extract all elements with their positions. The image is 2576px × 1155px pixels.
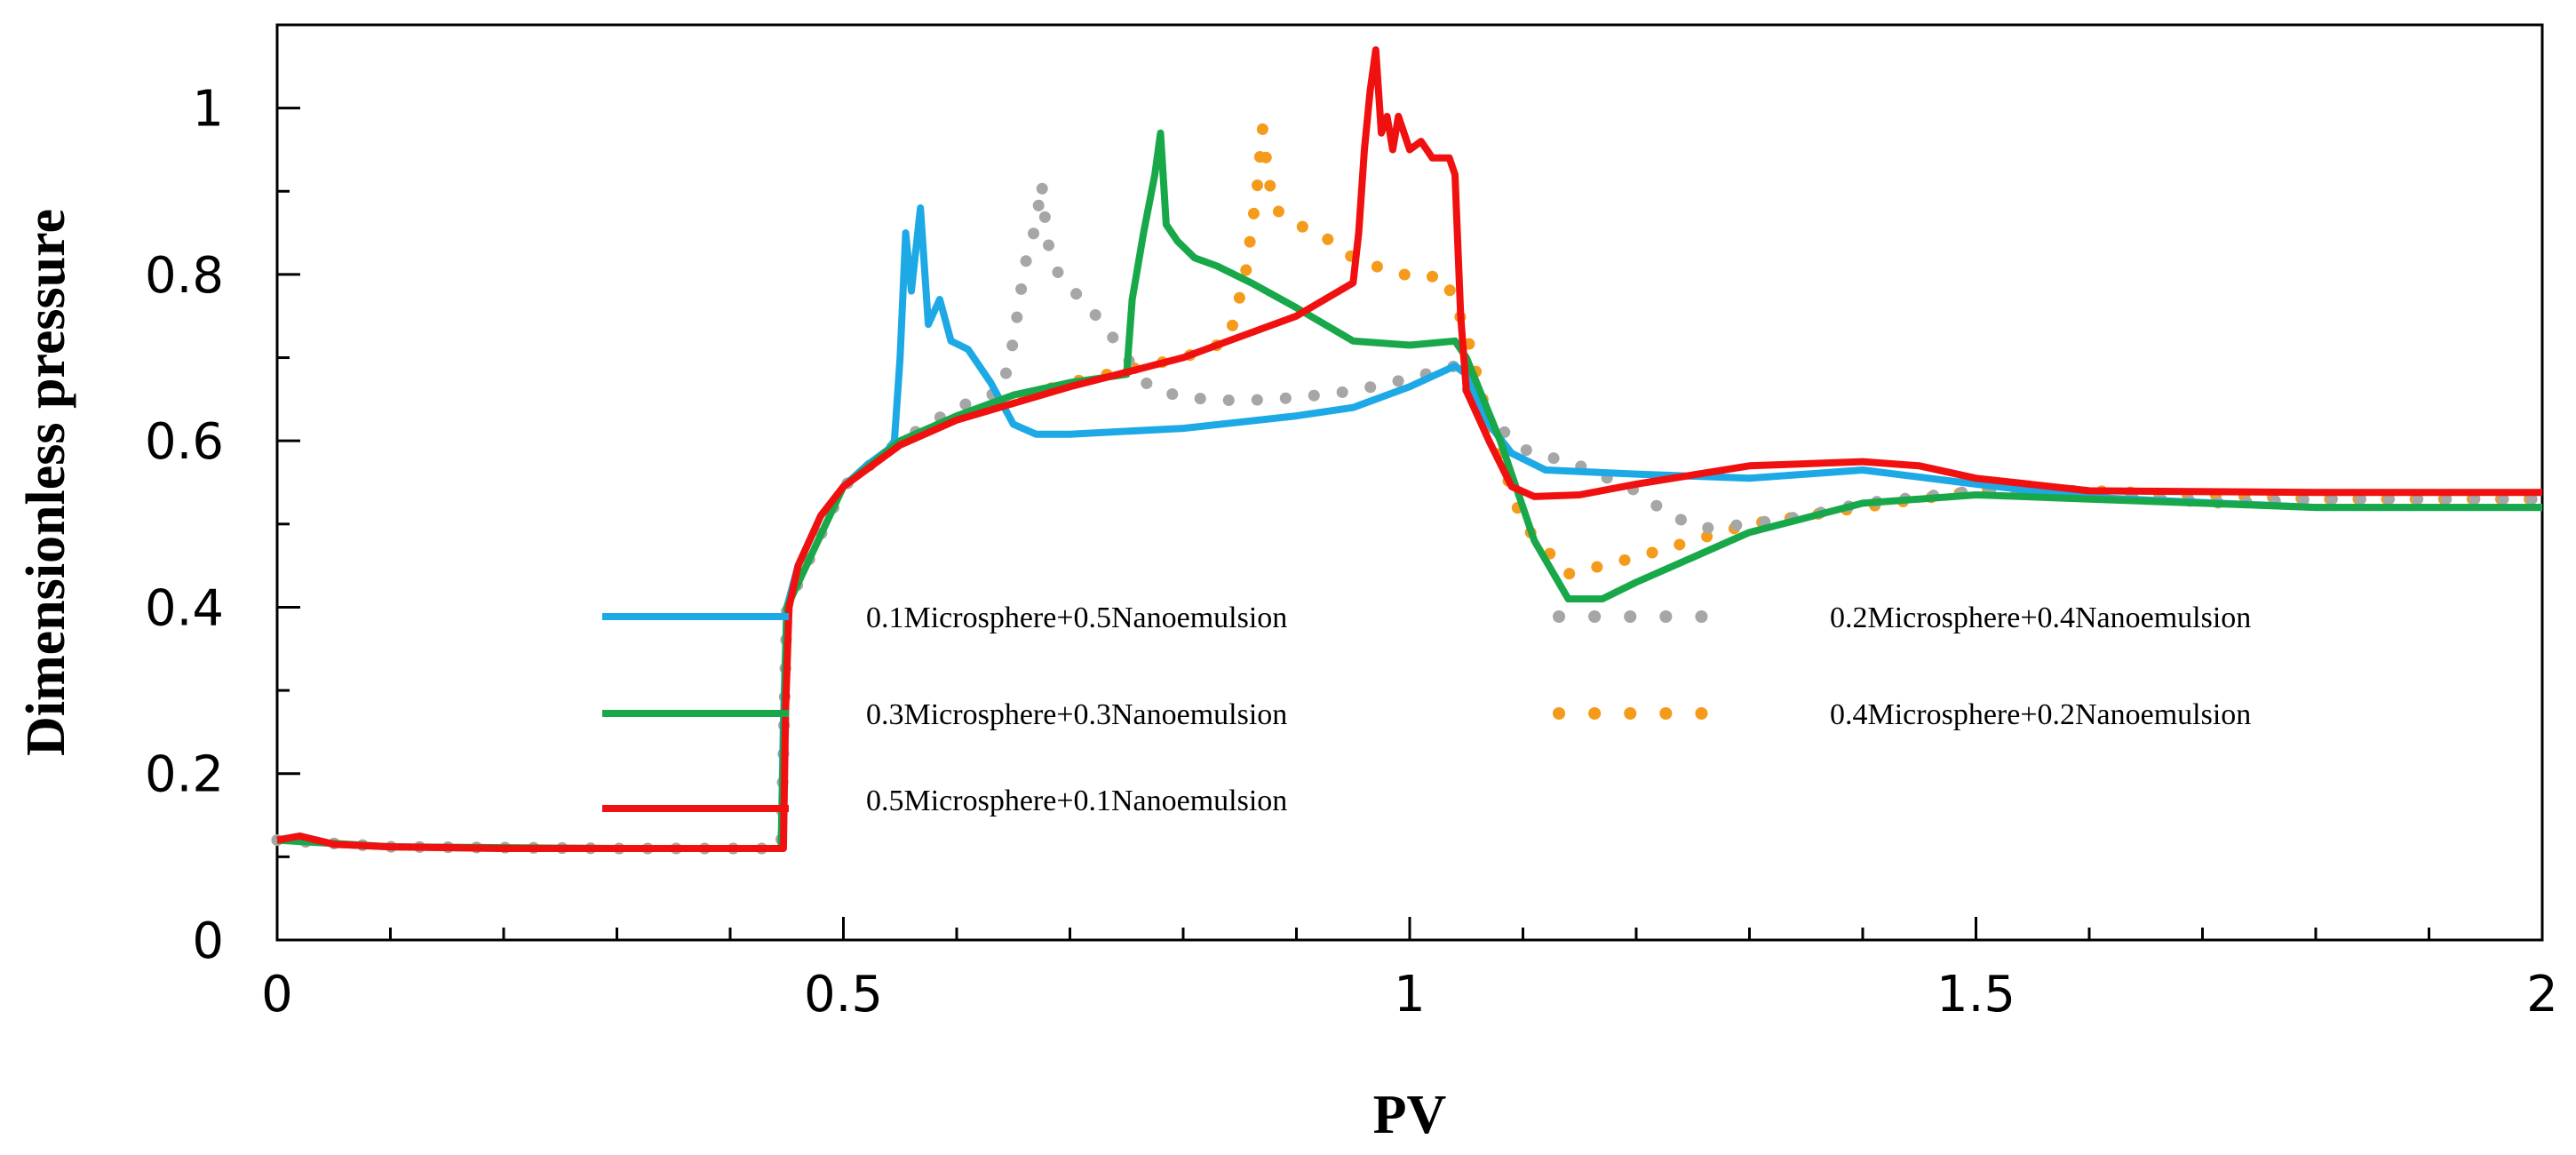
plot-series bbox=[271, 46, 2548, 855]
legend-label-0-4microsphere-0-2nanoemulsion: 0.4Microsphere+0.2Nanoemulsion bbox=[1830, 698, 2251, 731]
legend-label-0-1microsphere-0-5nanoemulsion: 0.1Microsphere+0.5Nanoemulsion bbox=[866, 601, 1287, 634]
plot-border bbox=[275, 23, 2544, 942]
x-tick-label: 0 bbox=[261, 966, 293, 1024]
y-tick-label: 0.4 bbox=[145, 579, 224, 637]
x-axis-title: PV bbox=[1373, 1085, 1447, 1145]
series-line-0-2microsphere-0-4nanoemulsion bbox=[271, 177, 2548, 855]
x-tick-label: 1 bbox=[1394, 966, 1426, 1024]
legend: 0.1Microsphere+0.5Nanoemulsion 0.3Microsp… bbox=[602, 601, 2251, 817]
y-axis-ticks: 0 0.2 0.4 0.6 0.8 1 bbox=[145, 23, 300, 970]
y-tick-label: 0.6 bbox=[145, 413, 224, 471]
x-axis-ticks: 0 0.5 1 1.5 2 bbox=[261, 917, 2558, 1024]
y-tick-label: 0.2 bbox=[145, 746, 224, 804]
axes-frame bbox=[275, 23, 2544, 942]
legend-label-0-3microsphere-0-3nanoemulsion: 0.3Microsphere+0.3Nanoemulsion bbox=[866, 698, 1287, 731]
series-line-0-5microsphere-0-1nanoemulsion bbox=[276, 46, 2542, 852]
y-tick-label: 0 bbox=[192, 912, 224, 970]
y-tick-label: 1 bbox=[192, 81, 224, 139]
x-tick-label: 0.5 bbox=[804, 966, 883, 1024]
x-tick-label: 1.5 bbox=[1936, 966, 2015, 1024]
series-line-0-1microsphere-0-5nanoemulsion bbox=[276, 204, 2542, 852]
legend-label-0-5microsphere-0-1nanoemulsion: 0.5Microsphere+0.1Nanoemulsion bbox=[866, 785, 1287, 817]
legend-label-0-2microsphere-0-4nanoemulsion: 0.2Microsphere+0.4Nanoemulsion bbox=[1830, 601, 2251, 634]
y-tick-label: 0.8 bbox=[145, 247, 224, 305]
x-tick-label: 2 bbox=[2526, 966, 2558, 1024]
y-axis-title: Dimensionless pressure bbox=[16, 209, 76, 756]
series-line-0-3microsphere-0-3nanoemulsion bbox=[276, 129, 2542, 852]
